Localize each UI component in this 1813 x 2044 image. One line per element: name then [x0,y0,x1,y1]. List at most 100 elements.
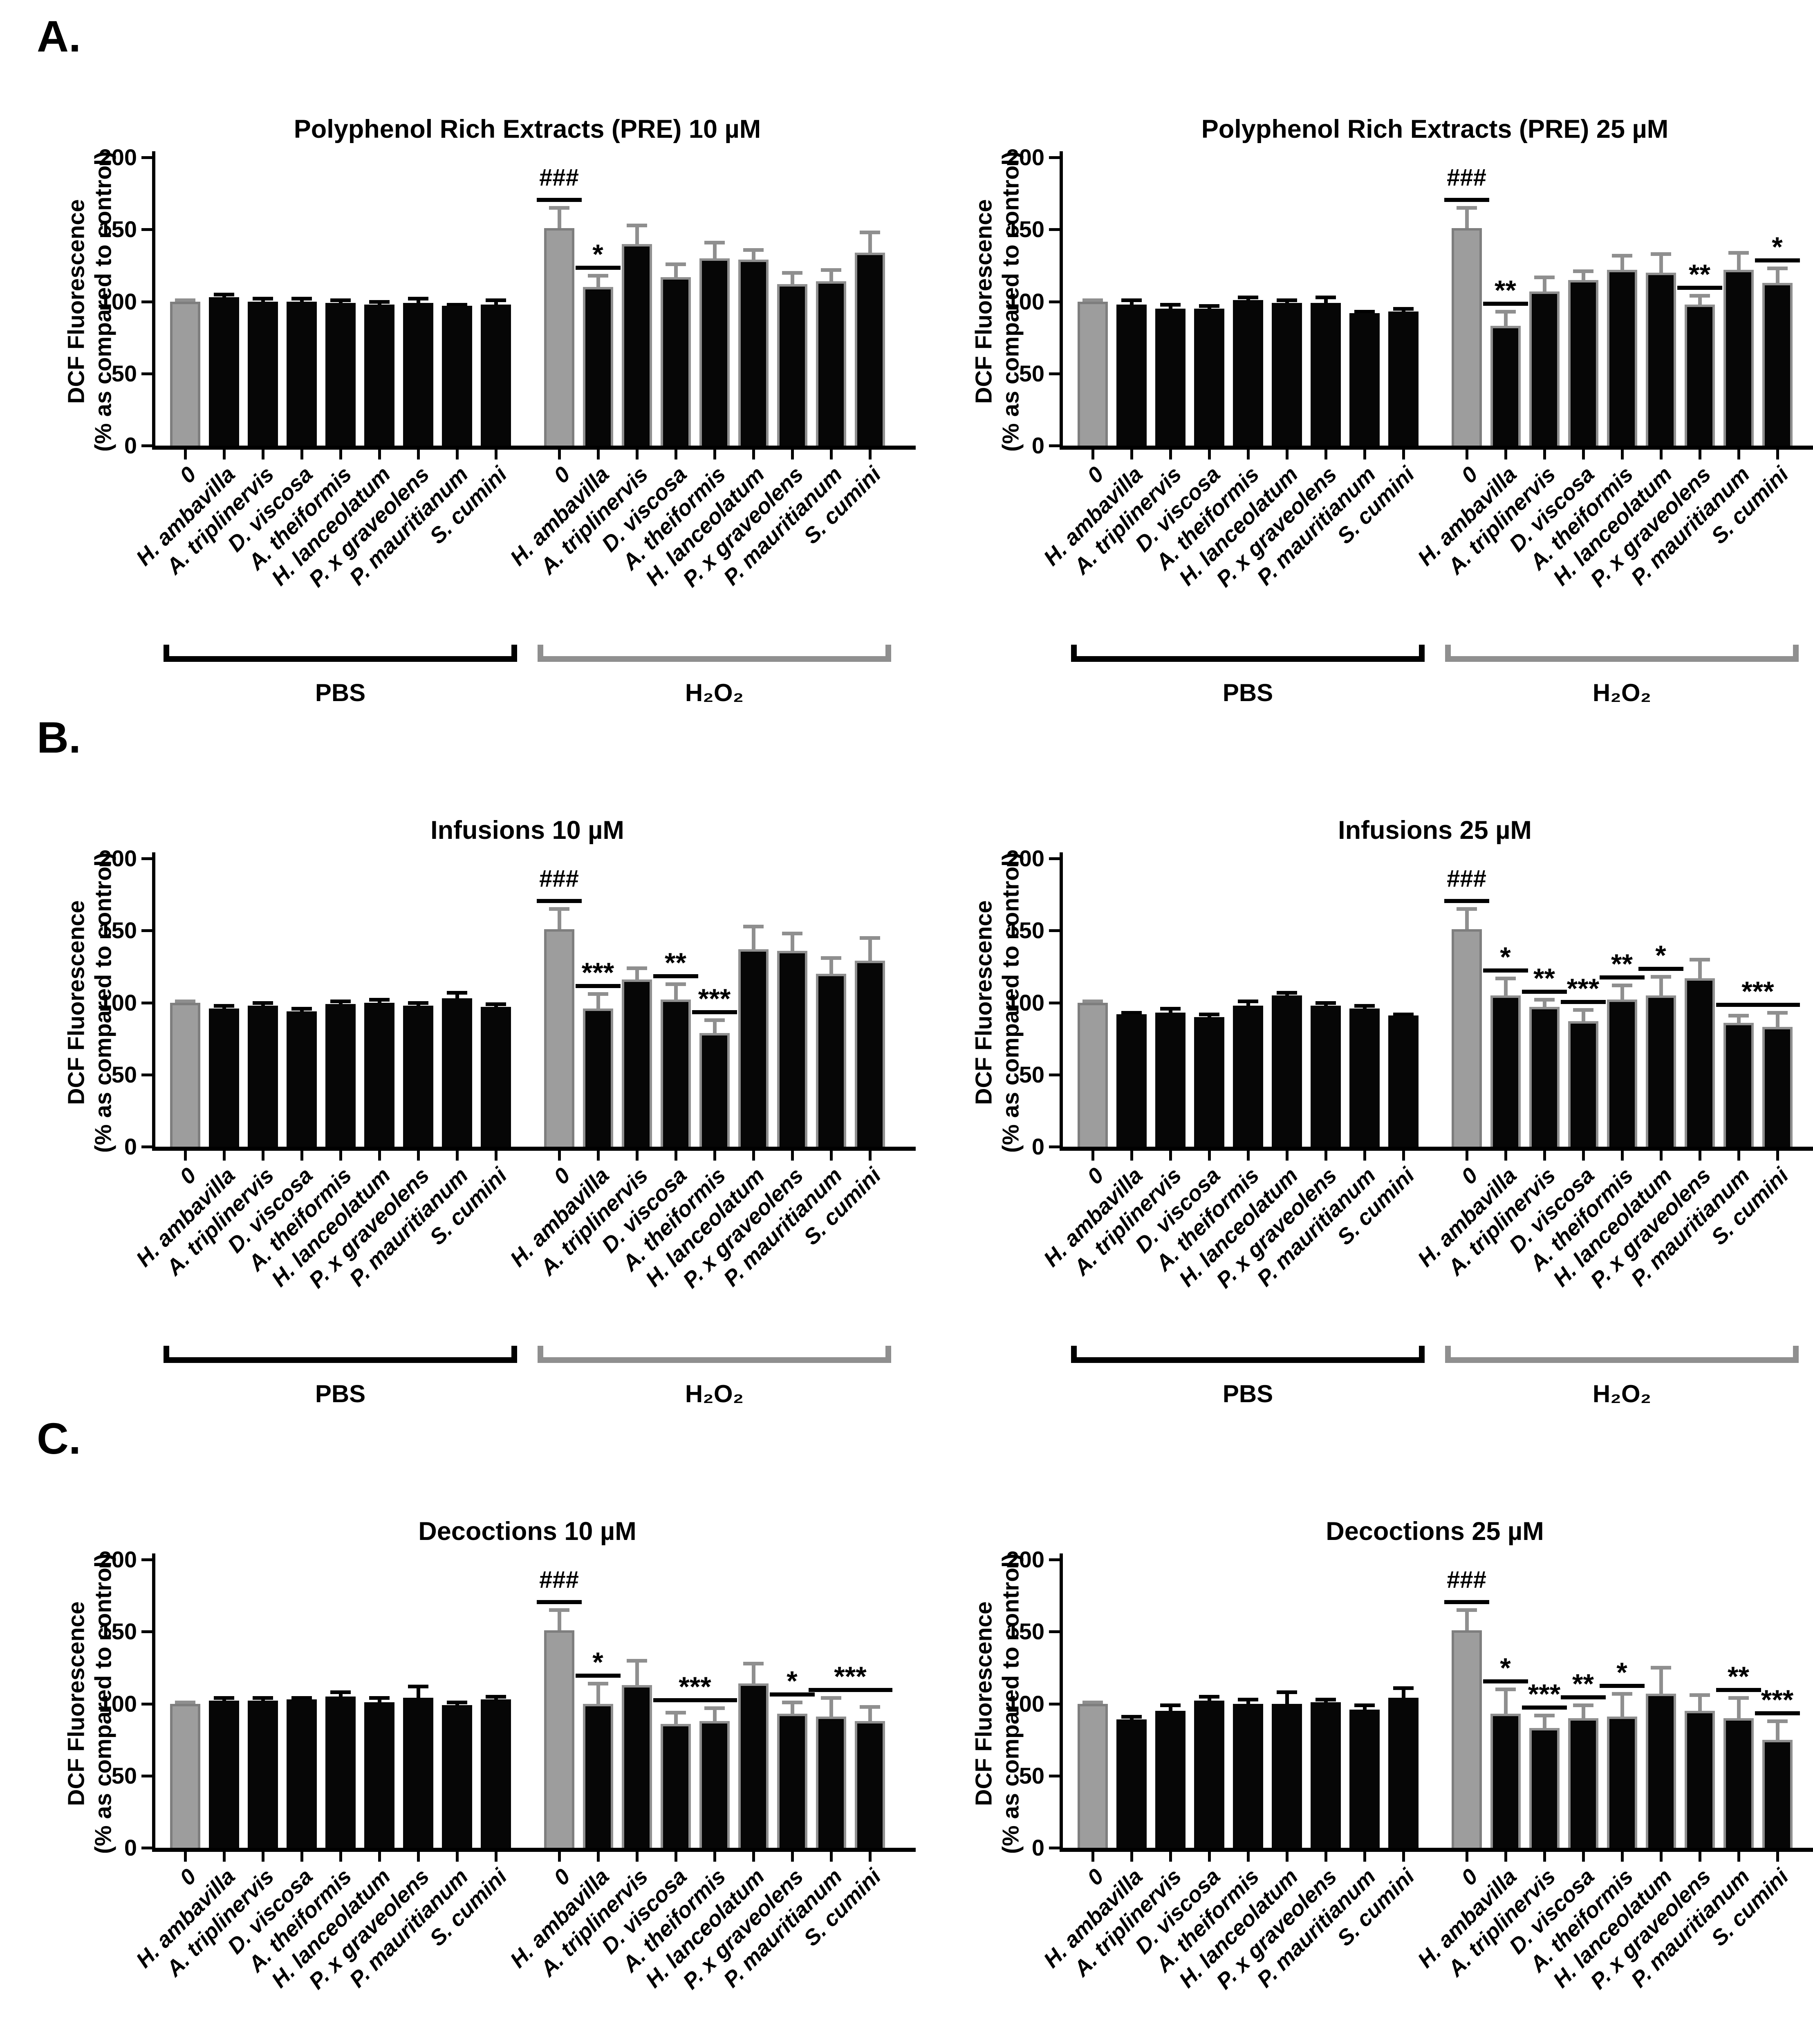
control-bar [170,1703,200,1848]
sig-line [1716,1003,1800,1007]
panel-row: B. Infusions 10 µM DCF Fluorescence (% as c… [0,715,1813,1427]
sig-label: ** [1728,1661,1749,1692]
error-bar-cap [485,1694,506,1699]
data-bar [441,998,472,1147]
error-bar-line [829,958,833,979]
error-bar-cap [1767,1011,1788,1015]
control-bar [1451,929,1482,1147]
data-bar [1645,1693,1676,1848]
data-bar [325,1696,356,1848]
data-bar [854,252,885,446]
control-bar [1077,1703,1108,1848]
error-bar-cap [1456,907,1477,911]
data-bar [738,949,769,1147]
sig-label: *** [834,1661,867,1692]
error-bar-cap [252,1001,273,1005]
sig-label: ** [665,947,686,978]
y-tick [141,1558,152,1561]
error-bar-cap [1199,304,1219,308]
x-tick [1620,450,1624,459]
error-bar-cap [665,262,686,266]
data-bar [364,1702,394,1848]
group-label: H₂O₂ [685,679,744,706]
x-tick [339,1151,342,1161]
y-tick-label: 150 [1006,1618,1044,1645]
data-bar [1645,995,1676,1147]
error-bar-cap [1237,999,1258,1003]
data-bar [247,1005,278,1147]
bar-chart: Infusions 25 µM DCF Fluorescence (% as com… [969,726,1813,1427]
sig-line [1599,1683,1645,1688]
error-bar-cap [1276,991,1297,995]
y-tick-label: 150 [1006,917,1044,944]
error-bar-cap [1650,252,1671,256]
x-tick [1698,450,1701,459]
data-bar [1388,1698,1419,1848]
x-axis-line [152,1147,916,1151]
chart-title: Infusions 10 µM [430,816,624,845]
error-bar-cap [820,956,841,960]
sig-line [1677,286,1722,290]
error-bar-cap [549,907,569,911]
error-bar-line [868,1706,872,1727]
x-tick [261,450,264,459]
error-bar-cap [587,992,608,996]
y-tick-label: 100 [1006,989,1044,1015]
error-bar-line [1465,1610,1469,1636]
x-tick [1504,450,1507,459]
x-tick [1582,1852,1585,1862]
error-bar-cap [1534,1713,1555,1717]
sig-label: * [1772,231,1783,263]
data-bar [621,1685,652,1848]
sig-line [653,1698,737,1703]
y-tick [1049,1001,1060,1004]
x-tick [1208,1151,1211,1161]
y-tick-label: 150 [1006,216,1044,242]
group-label: H₂O₂ [685,1380,744,1407]
bar-chart: Decoctions 25 µM DCF Fluorescence (% as co… [969,1427,1813,2044]
x-tick [300,1852,303,1862]
y-tick [1049,1558,1060,1561]
error-bar-cap [175,1700,195,1704]
error-bar-line [1737,252,1741,276]
sig-label: *** [698,983,731,1014]
y-tick [1049,1774,1060,1777]
error-bar-cap [1237,1697,1258,1701]
data-bar [1529,1007,1560,1147]
sig-label: ### [1447,865,1486,892]
x-tick [222,1852,226,1862]
sig-label: *** [1528,1678,1561,1710]
sig-line [536,1600,582,1605]
control-bar [1077,301,1108,446]
data-bar [583,1008,613,1147]
error-bar-cap [1573,269,1593,273]
x-tick [184,1852,187,1862]
group-bracket-end [885,645,891,662]
chart-title: Polyphenol Rich Extracts (PRE) 10 µM [294,115,761,143]
error-bar-line [1775,1013,1779,1033]
data-bar [286,1699,317,1848]
data-bar [1490,326,1521,446]
y-tick-label: 50 [111,1762,137,1788]
group-bracket-end [1071,1346,1077,1363]
data-bar [1349,1709,1380,1848]
data-bar [660,1724,691,1848]
error-bar-cap [1160,303,1181,307]
error-bar-line [1737,1698,1741,1724]
error-bar-line [790,273,794,290]
x-tick [674,450,677,459]
error-bar-cap [1495,1688,1516,1692]
error-bar-cap [549,1608,569,1612]
group-bracket-end [538,645,544,662]
x-tick [1504,1151,1507,1161]
sig-line [575,984,621,988]
data-bar [1310,1005,1341,1147]
group-bracket-end [538,1346,544,1363]
error-bar-cap [1315,1001,1336,1005]
control-bar [544,929,574,1147]
x-tick [713,1151,716,1161]
y-tick-label: 100 [1006,288,1044,314]
data-bar [1723,1022,1754,1147]
data-bar [1762,282,1793,446]
x-tick [417,450,420,459]
